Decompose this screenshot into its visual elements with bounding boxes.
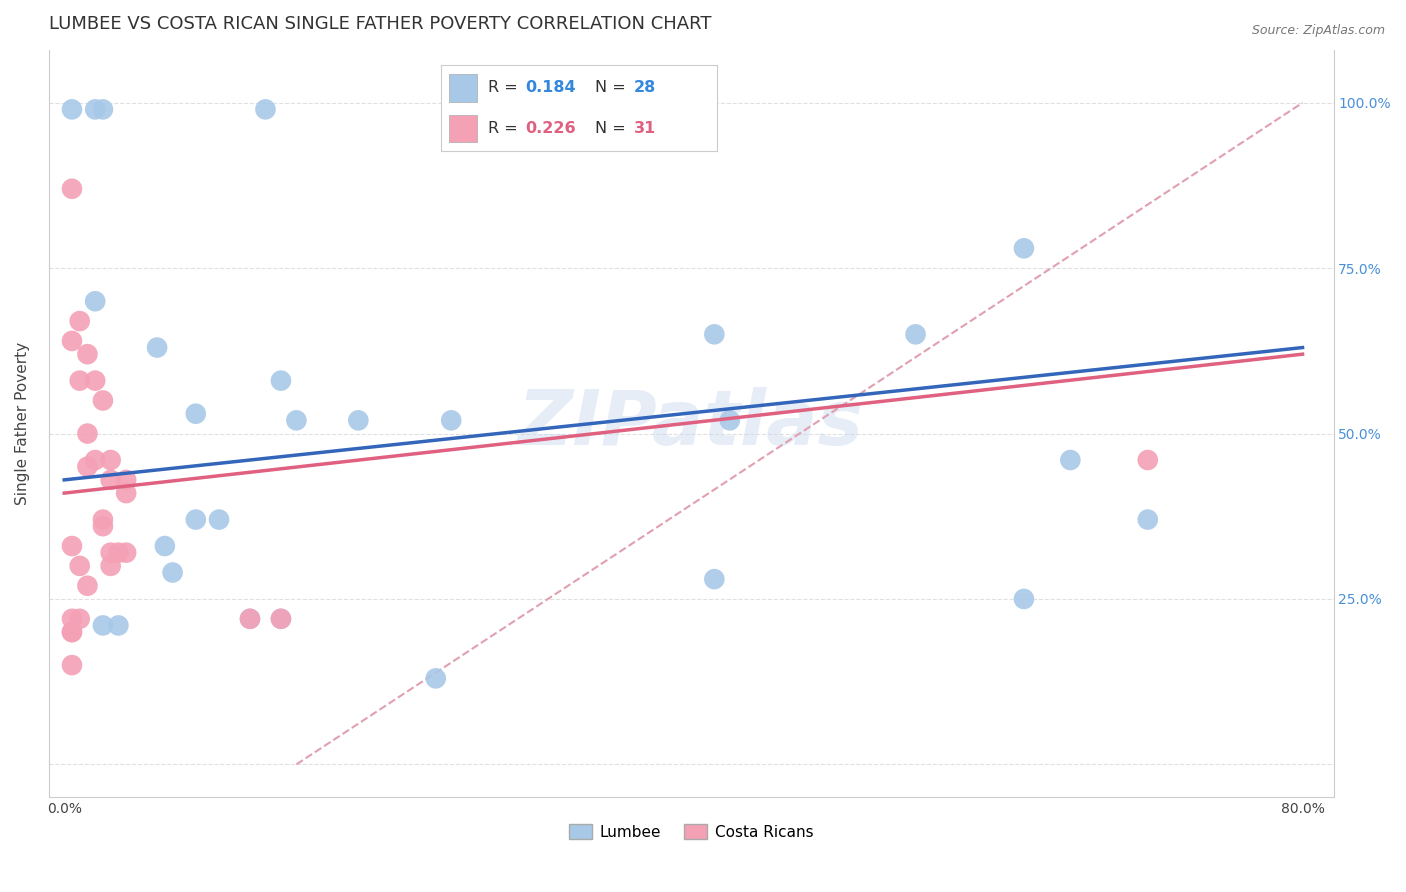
Point — [239, 612, 262, 626]
Point — [184, 407, 207, 421]
Point — [84, 294, 107, 309]
Text: LUMBEE VS COSTA RICAN SINGLE FATHER POVERTY CORRELATION CHART: LUMBEE VS COSTA RICAN SINGLE FATHER POVE… — [49, 15, 711, 33]
Point — [84, 374, 107, 388]
Point — [425, 671, 447, 685]
Point — [91, 618, 114, 632]
Point — [69, 374, 91, 388]
Point — [76, 426, 98, 441]
Point — [91, 519, 114, 533]
Point — [84, 453, 107, 467]
Point — [146, 341, 169, 355]
Point — [270, 374, 292, 388]
Point — [270, 612, 292, 626]
Point — [91, 512, 114, 526]
Point — [115, 473, 138, 487]
Point — [91, 393, 114, 408]
Point — [703, 327, 725, 342]
Point — [60, 103, 83, 117]
Point — [60, 334, 83, 348]
Point — [60, 625, 83, 640]
Point — [1012, 591, 1035, 606]
Point — [115, 486, 138, 500]
Point — [60, 658, 83, 673]
Point — [1059, 453, 1081, 467]
Y-axis label: Single Father Poverty: Single Father Poverty — [15, 342, 30, 505]
Point — [84, 103, 107, 117]
Legend: Lumbee, Costa Ricans: Lumbee, Costa Ricans — [562, 818, 820, 846]
Point — [60, 539, 83, 553]
Point — [440, 413, 463, 427]
Point — [162, 566, 184, 580]
Point — [60, 612, 83, 626]
Point — [115, 546, 138, 560]
Text: ZIPatlas: ZIPatlas — [519, 386, 865, 460]
Text: Source: ZipAtlas.com: Source: ZipAtlas.com — [1251, 24, 1385, 37]
Point — [100, 473, 122, 487]
Point — [100, 558, 122, 573]
Point — [100, 453, 122, 467]
Point — [60, 182, 83, 196]
Point — [904, 327, 927, 342]
Point — [60, 625, 83, 640]
Point — [76, 579, 98, 593]
Point — [69, 558, 91, 573]
Point — [208, 512, 231, 526]
Point — [1012, 241, 1035, 255]
Point — [347, 413, 370, 427]
Point — [703, 572, 725, 586]
Point — [254, 103, 277, 117]
Point — [153, 539, 176, 553]
Point — [107, 546, 129, 560]
Point — [184, 512, 207, 526]
Point — [91, 103, 114, 117]
Point — [76, 459, 98, 474]
Point — [270, 612, 292, 626]
Point — [76, 347, 98, 361]
Point — [718, 413, 741, 427]
Point — [239, 612, 262, 626]
Point — [69, 612, 91, 626]
Point — [1136, 453, 1159, 467]
Point — [285, 413, 308, 427]
Point — [107, 618, 129, 632]
Point — [100, 546, 122, 560]
Point — [69, 314, 91, 328]
Point — [1136, 512, 1159, 526]
